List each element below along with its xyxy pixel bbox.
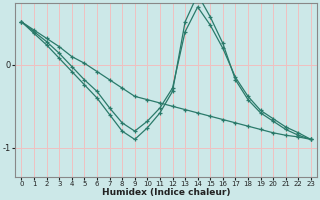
X-axis label: Humidex (Indice chaleur): Humidex (Indice chaleur) xyxy=(102,188,230,197)
